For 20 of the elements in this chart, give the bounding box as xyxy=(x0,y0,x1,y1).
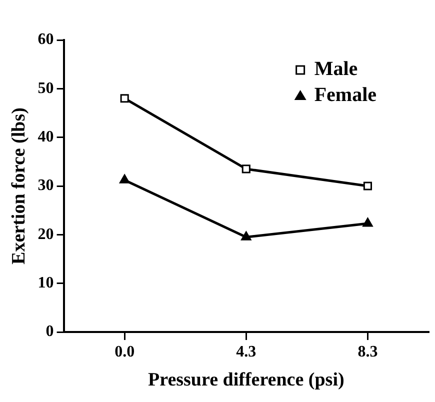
y-axis-title: Exertion force (lbs) xyxy=(8,108,30,264)
y-tick-label: 50 xyxy=(38,80,54,97)
x-tick-label: 0.0 xyxy=(114,344,135,361)
point xyxy=(120,174,130,184)
y-tick-label: 10 xyxy=(38,274,54,292)
point xyxy=(241,231,252,240)
point xyxy=(120,94,129,103)
legend-label: Male xyxy=(314,58,358,80)
x-tick-label: 4.3 xyxy=(236,344,256,361)
point xyxy=(363,182,372,190)
legend-label: Female xyxy=(314,84,377,106)
point xyxy=(242,164,250,174)
point xyxy=(362,218,373,227)
y-tick-label: 40 xyxy=(38,128,54,146)
y-tick-label: 0 xyxy=(46,323,54,340)
y-tick-label: 30 xyxy=(38,177,54,194)
y-tick-label: 60 xyxy=(38,31,54,48)
y-tick-label: 20 xyxy=(38,226,54,243)
x-axis-title: Pressure difference (psi) xyxy=(148,370,344,391)
x-tick-label: 8.3 xyxy=(358,344,378,361)
